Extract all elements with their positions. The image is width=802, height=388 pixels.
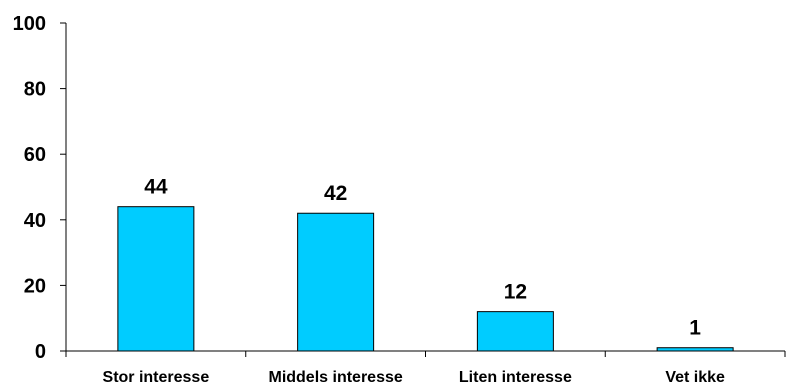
category-label-2: Liten interesse <box>459 369 572 386</box>
y-tick-label-0: 0 <box>35 341 46 363</box>
y-tick-label-40: 40 <box>24 210 46 232</box>
y-tick-label-20: 20 <box>24 275 46 297</box>
bar-0 <box>117 206 195 352</box>
y-tick-label-100: 100 <box>13 13 46 35</box>
bar-2 <box>476 311 554 352</box>
category-labels: Stor interesse Middels interesse Liten int… <box>103 369 726 386</box>
x-axis-ticks <box>65 351 786 357</box>
data-label-0: 44 <box>144 176 168 199</box>
data-label-1: 42 <box>324 182 347 205</box>
category-label-1: Middels interesse <box>268 369 402 386</box>
y-axis-tick-labels: 0 20 40 60 80 100 <box>13 13 46 363</box>
data-label-3: 1 <box>689 317 701 340</box>
category-label-0: Stor interesse <box>103 369 210 386</box>
y-tick-label-80: 80 <box>24 79 46 101</box>
data-labels: 44 42 12 1 <box>144 176 701 340</box>
y-tick-label-60: 60 <box>24 144 46 166</box>
bar-1 <box>297 212 375 352</box>
category-label-3: Vet ikke <box>665 369 725 386</box>
bars <box>117 206 734 352</box>
data-label-2: 12 <box>504 281 527 304</box>
y-axis-ticks <box>60 22 66 352</box>
